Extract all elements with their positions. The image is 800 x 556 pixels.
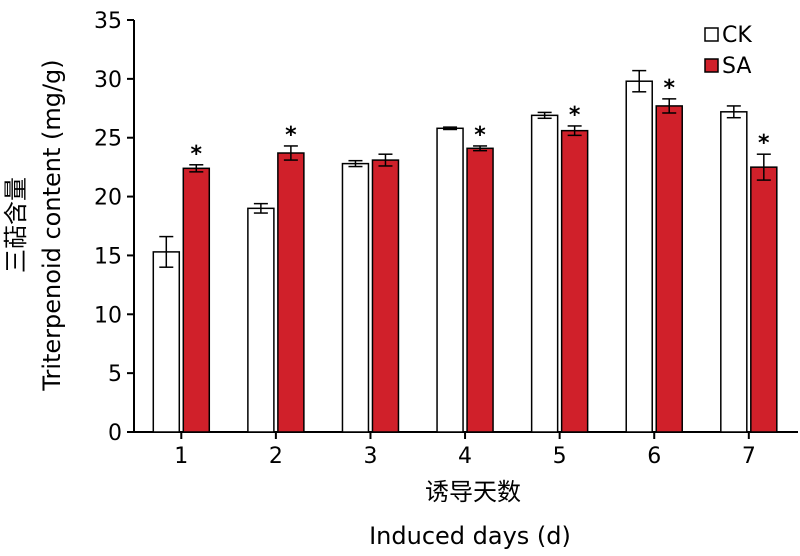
x-tick-label: 2 — [269, 444, 283, 469]
x-tick-label: 5 — [553, 444, 567, 469]
bar-sa-day-2 — [277, 152, 305, 433]
bar-sa-day-6 — [655, 105, 683, 433]
significance-star: * — [663, 76, 675, 101]
significance-star: * — [474, 123, 486, 148]
y-axis-label: Triterpenoid content (mg/g) — [38, 59, 66, 391]
x-axis-label: Induced days (d) — [369, 522, 571, 550]
bar-ck-day-6 — [625, 80, 653, 433]
significance-star: * — [569, 103, 581, 128]
legend-label-ck: CK — [722, 23, 752, 48]
x-tick-label: 3 — [363, 444, 377, 469]
y-tick-label: 30 — [94, 68, 122, 93]
bar-ck-day-4 — [436, 127, 464, 433]
significance-star: * — [191, 142, 203, 167]
bar-ck-day-1 — [152, 251, 181, 433]
bar-sa-day-5 — [560, 129, 589, 433]
significance-star: * — [285, 123, 297, 148]
y-tick-label: 10 — [94, 303, 122, 328]
y-tick-label: 0 — [108, 421, 122, 446]
legend-swatch-ck — [704, 27, 719, 42]
y-tick-label: 25 — [94, 127, 122, 152]
bar-ck-day-5 — [530, 114, 559, 433]
bar-sa-day-3 — [371, 159, 400, 433]
bar-sa-day-4 — [466, 147, 494, 433]
significance-star: * — [758, 131, 770, 156]
y-tick-label: 5 — [108, 362, 122, 387]
bar-ck-day-2 — [247, 207, 275, 433]
legend-swatch-sa — [704, 58, 719, 73]
bar-ck-day-3 — [341, 162, 370, 433]
y-axis-label-cn: 三萜含量 — [2, 177, 30, 273]
legend-label-sa: SA — [722, 54, 751, 79]
x-tick-label: 7 — [742, 444, 756, 469]
bar-sa-day-1 — [182, 167, 211, 433]
bar-sa-day-7 — [750, 166, 778, 433]
x-tick-label: 6 — [647, 444, 661, 469]
y-tick-label: 20 — [94, 186, 122, 211]
y-tick-label: 35 — [94, 9, 122, 34]
x-axis-label-cn: 诱导天数 — [425, 478, 521, 506]
y-tick-label: 15 — [94, 244, 122, 269]
x-tick-label: 4 — [458, 444, 472, 469]
bar-ck-day-7 — [720, 111, 748, 433]
x-tick-label: 1 — [174, 444, 188, 469]
